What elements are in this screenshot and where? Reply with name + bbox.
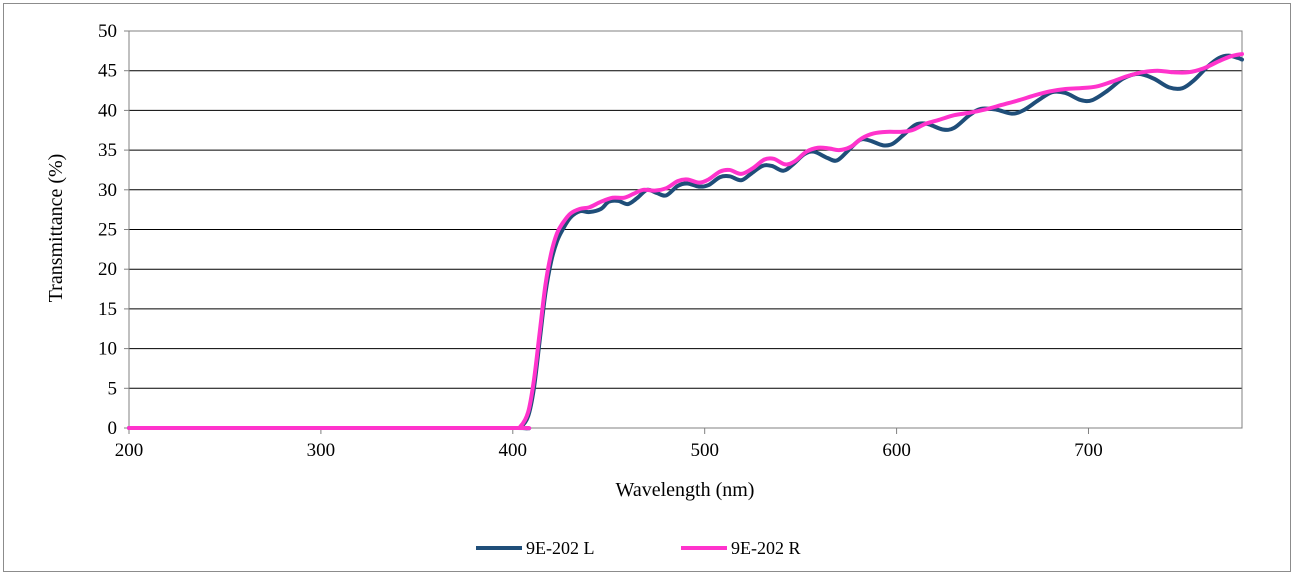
y-tick-label: 35 (98, 140, 117, 161)
y-tick-label: 40 (98, 100, 117, 121)
x-tick-label: 700 (1074, 440, 1103, 461)
legend: 9E-202 L 9E-202 R (476, 538, 801, 558)
y-tick-label: 45 (98, 61, 117, 82)
x-tick-label: 600 (882, 440, 911, 461)
y-tick-label: 5 (108, 378, 118, 399)
y-tick-label: 15 (98, 299, 117, 320)
x-tick-label: 400 (499, 440, 528, 461)
y-axis-title: Transmittance (%) (45, 154, 67, 303)
x-tick-label: 200 (115, 440, 144, 461)
legend-label: 9E-202 R (731, 538, 801, 558)
series-lines (127, 52, 1244, 431)
legend-label: 9E-202 L (526, 538, 594, 558)
y-axis: 0 5 10 15 20 25 30 35 40 45 50 (98, 21, 129, 439)
x-axis-title: Wavelength (nm) (616, 479, 755, 501)
y-tick-label: 10 (98, 339, 117, 360)
y-tick-label: 20 (98, 259, 117, 280)
y-tick-label: 30 (98, 180, 117, 201)
y-tick-label: 0 (108, 418, 118, 439)
x-tick-label: 300 (307, 440, 336, 461)
series-line-r (127, 52, 1244, 431)
x-tick-label: 500 (690, 440, 719, 461)
series-line-l (127, 53, 1244, 431)
gridlines (129, 30, 1242, 429)
y-tick-label: 25 (98, 220, 117, 241)
x-axis: 200 300 400 500 600 700 (115, 428, 1103, 461)
y-tick-label: 50 (98, 21, 117, 42)
